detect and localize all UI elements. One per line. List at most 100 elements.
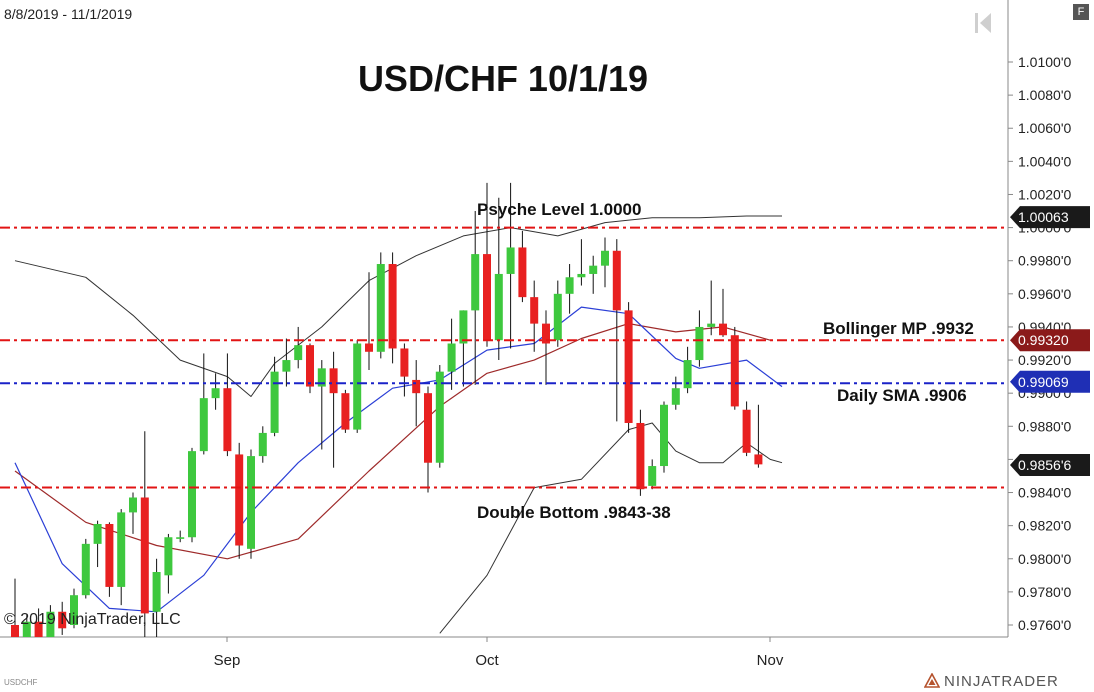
candle-body xyxy=(353,343,362,430)
candle-body xyxy=(683,360,692,389)
candle-body xyxy=(376,264,385,352)
y-tick-label: 1.0080'0 xyxy=(1018,87,1071,103)
annotation-double-bottom: Double Bottom .9843-38 xyxy=(477,503,671,522)
y-tick-label: 0.9780'0 xyxy=(1018,584,1071,600)
chart-title: USD/CHF 10/1/19 xyxy=(357,58,649,99)
ninjatrader-logo-icon xyxy=(924,673,940,688)
candle-body xyxy=(707,323,716,327)
candle-body xyxy=(294,345,303,361)
y-tick-label: 0.9920'0 xyxy=(1018,352,1071,368)
candle-body xyxy=(223,388,232,452)
candle-body xyxy=(624,310,633,423)
candle-body xyxy=(530,297,539,324)
x-tick-label: Oct xyxy=(475,652,499,669)
candle-body xyxy=(424,393,432,463)
candle-body xyxy=(412,379,421,394)
annotation-bollinger-mp: Bollinger MP .9932 xyxy=(823,319,974,338)
y-tick-label: 0.9960'0 xyxy=(1018,286,1071,302)
candle-body xyxy=(542,323,550,344)
candle-body xyxy=(742,409,751,453)
y-tick-label: 0.9840'0 xyxy=(1018,485,1071,501)
price-tag xyxy=(1010,329,1090,352)
candle-body xyxy=(636,422,645,490)
bollinger-upper-band xyxy=(14,215,782,397)
candle-body xyxy=(34,621,43,637)
bollinger-lower-band xyxy=(439,422,783,634)
candle-body xyxy=(754,454,763,465)
y-tick-label: 0.9800'0 xyxy=(1018,551,1071,567)
candle-body xyxy=(719,323,727,336)
candle-body xyxy=(105,523,114,587)
x-tick-label: Sep xyxy=(214,652,241,669)
candle-body xyxy=(435,371,444,463)
symbol-label: USDCHF xyxy=(4,678,38,687)
candle-body xyxy=(494,273,503,341)
candle-body xyxy=(695,326,704,361)
plot-area xyxy=(0,182,1008,637)
price-tag-label: 0.99320 xyxy=(1018,332,1069,348)
candle-body xyxy=(176,537,185,539)
candle-body xyxy=(117,512,126,587)
candle-body xyxy=(270,371,279,433)
candle-body xyxy=(341,393,350,430)
y-tick-label: 1.0100'0 xyxy=(1018,54,1071,70)
candle-body xyxy=(577,273,586,278)
candle-body xyxy=(471,254,480,311)
candle-body xyxy=(199,398,208,452)
candle-body xyxy=(447,343,456,372)
candle-body xyxy=(648,466,657,486)
candle-body xyxy=(235,454,244,546)
x-tick-label: Nov xyxy=(757,652,784,669)
candle-body xyxy=(247,456,255,549)
price-tag-label: 1.00063 xyxy=(1018,209,1069,225)
skip-back-icon[interactable] xyxy=(972,10,994,36)
candle-body xyxy=(671,388,680,405)
candle-body xyxy=(601,250,609,266)
candle-body xyxy=(258,432,267,457)
candle-body xyxy=(553,293,562,341)
candle-body xyxy=(400,348,409,377)
candle-body xyxy=(518,247,527,298)
candle-body xyxy=(58,611,67,629)
candle-body xyxy=(306,345,314,387)
panel-f-button[interactable]: F xyxy=(1073,4,1089,20)
candle-body xyxy=(329,368,338,394)
price-tag xyxy=(1010,454,1090,477)
candle-body xyxy=(11,625,19,637)
candle-body xyxy=(93,523,102,544)
candle-body xyxy=(140,497,149,614)
price-tag-label: 0.99069 xyxy=(1018,374,1069,390)
candle-body xyxy=(282,360,291,372)
candle-body xyxy=(22,621,31,637)
y-tick-label: 1.0020'0 xyxy=(1018,186,1071,202)
y-tick-label: 0.9760'0 xyxy=(1018,617,1071,633)
candle-body xyxy=(565,277,574,294)
annotation-psyche-level: Psyche Level 1.0000 xyxy=(477,200,642,219)
candle-body xyxy=(589,265,598,274)
candle-body xyxy=(612,250,621,311)
y-tick-label: 0.9820'0 xyxy=(1018,518,1071,534)
candle-body xyxy=(730,335,739,407)
date-range: 8/8/2019 - 11/1/2019 xyxy=(4,6,133,22)
price-tag-label: 0.9856'6 xyxy=(1018,457,1071,473)
candle-body xyxy=(506,247,515,274)
candle-body xyxy=(152,572,161,612)
candle-body xyxy=(660,404,668,467)
candle-body xyxy=(211,388,220,399)
price-tag xyxy=(1010,206,1090,229)
candle-body xyxy=(365,343,373,352)
candle-body xyxy=(188,451,196,538)
price-tag xyxy=(1010,370,1090,393)
candle-body xyxy=(70,595,78,625)
y-tick-label: 0.9880'0 xyxy=(1018,418,1071,434)
brand-wordmark: NINJATRADER xyxy=(944,673,1059,690)
candle-body xyxy=(81,543,90,596)
y-tick-label: 1.0040'0 xyxy=(1018,153,1071,169)
candle-body xyxy=(388,264,397,349)
annotation-daily-sma: Daily SMA .9906 xyxy=(837,386,967,405)
candle-body xyxy=(317,368,326,387)
y-tick-label: 1.0060'0 xyxy=(1018,120,1071,136)
candle-body xyxy=(164,537,173,576)
candle-body xyxy=(459,310,468,344)
